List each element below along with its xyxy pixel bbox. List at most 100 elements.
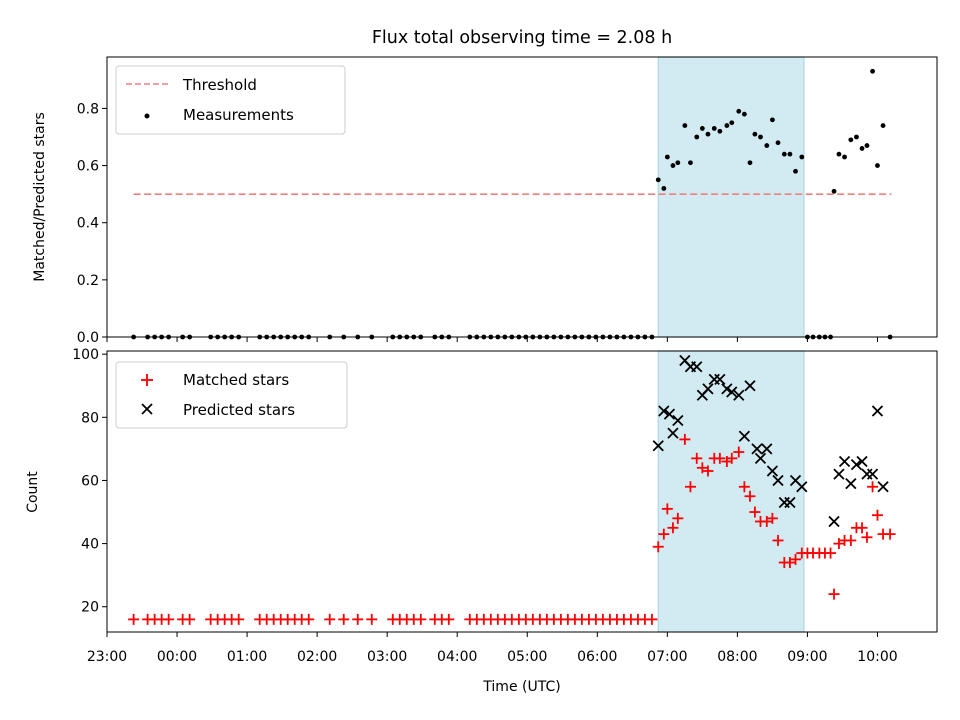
measurement-point [854, 134, 859, 140]
predicted-star-point [845, 477, 857, 490]
predicted-star-point [796, 481, 808, 493]
measurement-point [764, 143, 770, 148]
predicted-star-point [744, 380, 756, 392]
bottom-axes-frame [106, 350, 938, 633]
bottom-y-ticks: 20 40 60 80 100 [72, 347, 107, 616]
bottom-y-tick-label: 40 [81, 537, 99, 553]
top-plot-area [131, 56, 893, 340]
predicted-star-point [672, 414, 684, 427]
top-panel: 0.00.20.40.60.8 Matched/Predicted stars … [32, 56, 938, 346]
measurement-point [880, 123, 886, 128]
matched-star-point [128, 613, 140, 625]
x-tick-label: 10:00 [857, 649, 897, 665]
predicted-star-point [871, 405, 884, 417]
predicted-star-point [726, 386, 738, 398]
measurement-point [736, 108, 742, 114]
top-y-tick-label: 0.2 [77, 273, 99, 289]
top-legend: Threshold Measurements [115, 65, 346, 135]
matched-star-point [684, 481, 696, 493]
top-x-ticks [106, 337, 878, 342]
predicted-legend-label: Predicted stars [183, 401, 295, 419]
matched-legend-swatch [141, 374, 153, 386]
top-y-tick-label: 0.8 [77, 101, 99, 117]
measurement-point [661, 186, 667, 191]
matched-star-point [884, 528, 896, 540]
bottom-y-tick-label: 20 [81, 600, 99, 616]
predicted-star-point [733, 389, 745, 401]
matched-star-point [696, 462, 708, 474]
matched-star-point [856, 522, 868, 534]
bottom-shaded-span [657, 350, 805, 633]
bottom-legend: Matched stars Predicted stars [115, 361, 348, 429]
matched-star-point [790, 553, 802, 565]
predicted-star-point [877, 481, 889, 493]
top-y-tick-label: 0.4 [77, 216, 99, 232]
measurement-point [848, 137, 854, 143]
measurement-point [831, 188, 837, 194]
predicted-star-point [861, 468, 873, 480]
x-tick-label: 07:00 [647, 649, 687, 665]
predicted-star-point [838, 455, 851, 468]
measurement-point [664, 154, 670, 160]
matched-star-point [702, 465, 714, 477]
measurement-point [675, 160, 681, 166]
measurements-legend-swatch [144, 113, 150, 119]
measurement-point [799, 154, 805, 160]
threshold-legend-label: Threshold [182, 76, 257, 94]
measurement-point [682, 123, 688, 128]
bottom-y-tick-label: 100 [72, 347, 99, 363]
bottom-legend-box [115, 361, 348, 429]
predicted-star-point [658, 405, 670, 417]
matched-star-point [733, 446, 745, 458]
measurement-point [793, 168, 798, 174]
x-axis-label: Time (UTC) [482, 679, 560, 695]
measurement-point [729, 120, 735, 126]
predicted-star-point [833, 468, 845, 480]
matched-star-point [761, 515, 773, 527]
top-shaded-span [657, 56, 805, 338]
matched-star-point [646, 613, 658, 625]
bottom-y-axis-label: Count [25, 471, 41, 513]
matched-star-point [749, 506, 761, 518]
matched-star-point [661, 503, 673, 515]
matched-star-point [691, 452, 703, 464]
matched-star-point [744, 490, 756, 502]
measurement-point [670, 163, 676, 168]
measurement-point [770, 117, 775, 123]
matched-star-point [828, 588, 840, 600]
predicted-star-point [828, 515, 840, 528]
top-y-tick-label: 0.6 [77, 159, 99, 175]
x-tick-label: 00:00 [157, 649, 197, 665]
predicted-star-point [751, 443, 763, 455]
matched-star-point [652, 541, 664, 553]
figure-title: Flux total observing time = 2.08 h [372, 28, 672, 48]
matched-star-point [352, 613, 364, 625]
predicted-star-point [761, 443, 773, 455]
measurement-point [836, 151, 842, 157]
top-y-axis-label: Matched/Predicted stars [32, 112, 48, 282]
matched-star-point [672, 512, 684, 524]
matched-star-point [324, 613, 336, 625]
matched-star-point [415, 613, 427, 625]
predicted-star-point [663, 408, 676, 420]
measurement-point [688, 160, 693, 166]
matched-star-point [861, 531, 873, 543]
measurement-point [752, 131, 758, 137]
measurements-legend-label: Measurements [183, 106, 294, 124]
predicted-star-point [721, 383, 733, 395]
top-y-tick-label: 0.0 [77, 330, 99, 346]
measurement-point [864, 143, 870, 148]
predicted-star-point [866, 468, 879, 480]
predicted-star-point [691, 361, 703, 373]
predicted-star-point [667, 427, 679, 439]
predicted-star-point [754, 452, 767, 464]
predicted-star-point [702, 383, 714, 395]
measurement-point [781, 151, 787, 157]
matched-star-point [714, 452, 726, 464]
top-axes-frame [106, 56, 938, 338]
x-tick-label: 05:00 [507, 649, 547, 665]
measurement-point [705, 131, 711, 137]
measurement-point [711, 126, 717, 131]
measurement-point [655, 177, 661, 183]
